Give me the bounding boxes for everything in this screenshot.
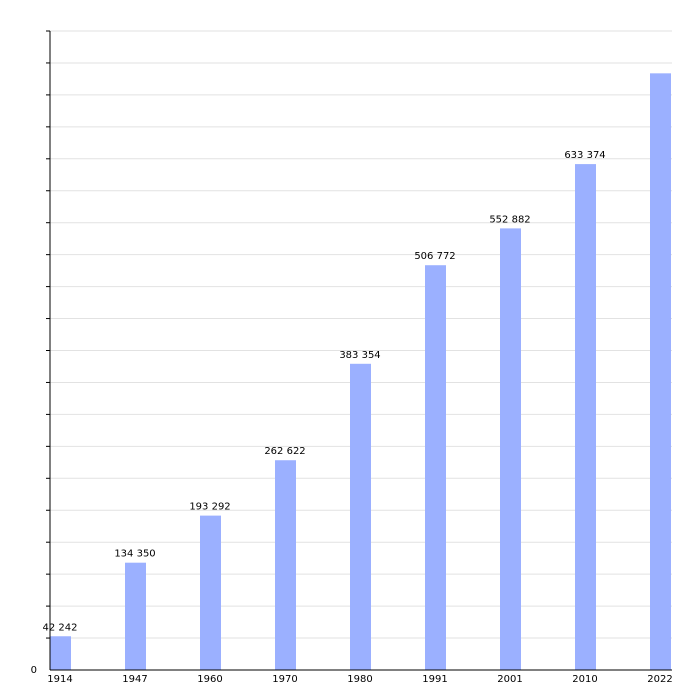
bar [275,460,296,670]
bar [575,164,596,670]
bar [50,636,71,670]
value-label: 383 354 [339,350,380,361]
bar [125,562,146,670]
x-tick-label: 1991 [422,674,447,685]
y-tick-label: 0 [31,665,37,676]
x-tick-label: 2001 [497,674,522,685]
x-tick-label: 1980 [347,674,372,685]
x-tick-label: 1970 [272,674,297,685]
x-tick-label: 1914 [47,674,72,685]
value-label: 134 350 [114,549,155,560]
value-label: 42 242 [43,622,78,633]
bar [200,515,221,670]
value-label: 633 374 [564,150,605,161]
value-label: 552 882 [489,214,530,225]
bar [350,363,371,670]
bar [500,228,521,670]
value-label: 193 292 [189,502,230,513]
bar [425,265,446,670]
bar [650,73,671,671]
x-tick-label: 2022 [647,674,672,685]
x-tick-label: 1947 [122,674,147,685]
value-label: 506 772 [414,251,455,262]
value-label: 262 622 [264,446,305,457]
x-tick-label: 2010 [572,674,597,685]
x-tick-label: 1960 [197,674,222,685]
